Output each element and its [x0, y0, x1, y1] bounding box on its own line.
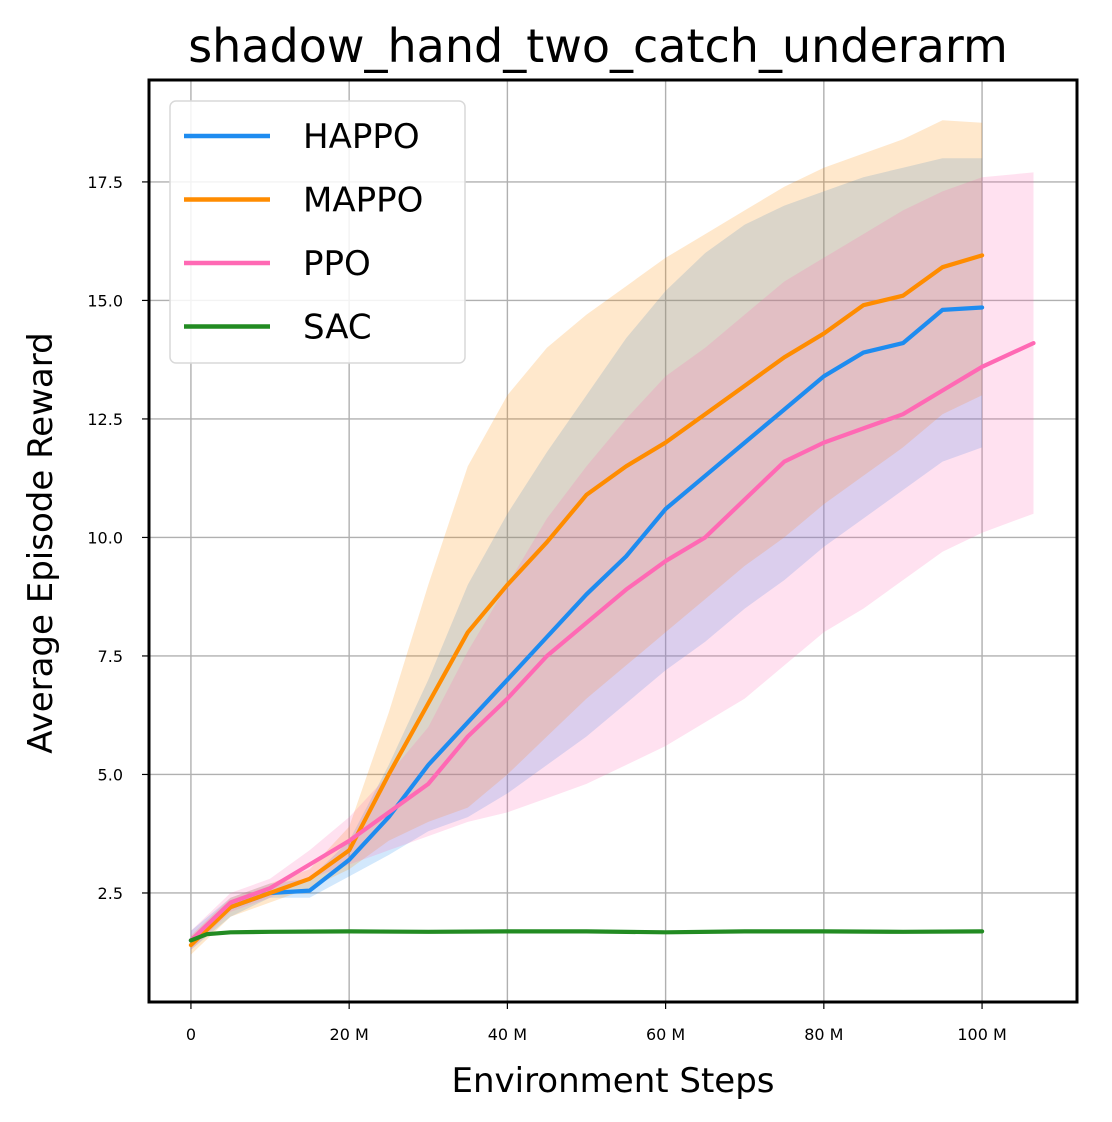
- plot-frame: [147, 78, 1079, 1004]
- series-line-happo: [188, 305, 985, 943]
- y-axis-ticks: 2.5 5.0 7.5 10.0 12.5 15.0 17.5: [87, 173, 149, 903]
- legend-label-mappo: MAPPO: [303, 181, 423, 221]
- chart-title: shadow_hand_two_catch_underarm: [188, 19, 1008, 73]
- y-tick-label: 7.5: [98, 647, 123, 666]
- x-tick-label: 20 M: [330, 1025, 369, 1044]
- x-tick-label: 80 M: [804, 1025, 843, 1044]
- y-tick-label: 2.5: [98, 884, 123, 903]
- legend-items: HAPPO MAPPO PPO SAC: [184, 117, 423, 348]
- legend-label-ppo: PPO: [303, 244, 371, 284]
- legend: HAPPO MAPPO PPO SAC: [169, 100, 466, 364]
- series-line-ppo: [188, 341, 1036, 943]
- y-tick-label: 10.0: [87, 528, 123, 547]
- x-axis-ticks: 0 20 M 40 M 60 M 80 M 100 M: [186, 1002, 1007, 1044]
- legend-label-happo: HAPPO: [303, 117, 420, 157]
- x-tick-label: 100 M: [957, 1025, 1006, 1044]
- band-ppo: [190, 172, 1034, 950]
- plot-area: [149, 80, 1077, 1002]
- series-lines: [188, 253, 1036, 948]
- band-mappo: [190, 120, 983, 955]
- x-tick-label: 60 M: [646, 1025, 685, 1044]
- x-tick-label: 40 M: [488, 1025, 527, 1044]
- x-tick-label: 0: [186, 1025, 196, 1044]
- grid: [149, 80, 1077, 1002]
- y-axis-label: Average Episode Reward: [21, 332, 61, 753]
- y-tick-label: 17.5: [87, 173, 123, 192]
- y-tick-label: 15.0: [87, 291, 123, 310]
- legend-box: [169, 100, 466, 364]
- y-tick-label: 12.5: [87, 410, 123, 429]
- x-axis-label: Environment Steps: [451, 1061, 774, 1101]
- series-line-sac: [188, 929, 985, 943]
- y-tick-label: 5.0: [98, 765, 123, 784]
- series-line-mappo: [188, 253, 985, 948]
- legend-label-sac: SAC: [303, 308, 372, 348]
